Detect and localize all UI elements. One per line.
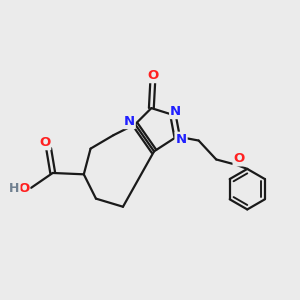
Text: O: O bbox=[39, 136, 50, 149]
Text: O: O bbox=[18, 182, 29, 195]
Text: O: O bbox=[233, 152, 245, 165]
Text: N: N bbox=[124, 115, 135, 128]
Text: N: N bbox=[170, 105, 181, 118]
Text: O: O bbox=[147, 69, 158, 82]
Text: N: N bbox=[176, 133, 187, 146]
Text: H: H bbox=[9, 182, 20, 195]
